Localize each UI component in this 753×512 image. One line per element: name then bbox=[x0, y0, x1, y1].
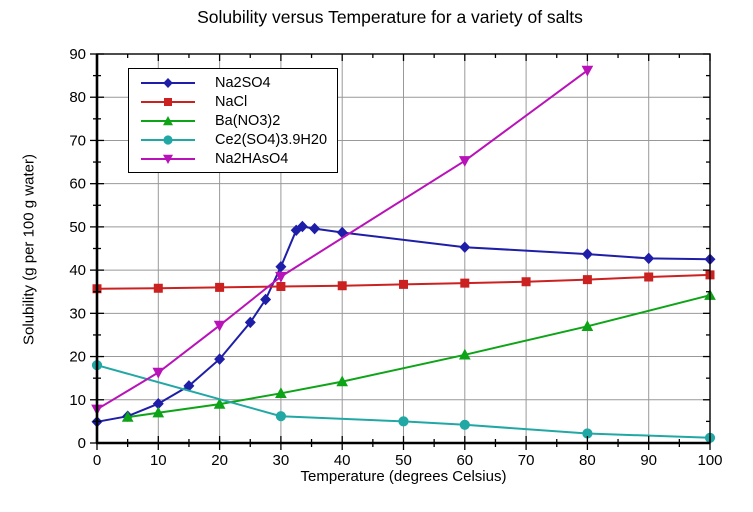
data-point-marker bbox=[459, 241, 471, 253]
gridlines bbox=[97, 54, 710, 443]
legend-item-na2so4: Na2SO4 bbox=[129, 73, 337, 92]
data-point-marker bbox=[336, 375, 349, 387]
y-tick-label: 60 bbox=[69, 176, 86, 193]
x-tick-label: 60 bbox=[456, 452, 473, 469]
x-tick-label: 20 bbox=[211, 452, 228, 469]
data-point-marker bbox=[152, 367, 165, 379]
data-series bbox=[91, 65, 716, 443]
data-point-marker bbox=[521, 277, 531, 287]
legend-box: Na2SO4 NaCl Ba(NO3)2 Ce2(SO4)3.9H20 Na2HAsO4 bbox=[128, 68, 338, 173]
legend-marker-sample bbox=[141, 134, 195, 145]
data-point-marker bbox=[213, 320, 226, 332]
legend-label: Na2SO4 bbox=[215, 74, 271, 91]
data-point-marker bbox=[459, 419, 470, 430]
chart-title: Solubility versus Temperature for a vari… bbox=[197, 7, 583, 27]
data-point-marker bbox=[458, 156, 471, 167]
y-tick-label: 40 bbox=[69, 262, 86, 279]
data-point-marker bbox=[460, 278, 470, 288]
series-line bbox=[127, 294, 711, 419]
data-point-marker bbox=[244, 316, 256, 329]
data-point-marker bbox=[275, 271, 287, 283]
y-tick-label: 20 bbox=[69, 349, 86, 366]
data-point-marker bbox=[643, 252, 655, 265]
data-point-marker bbox=[296, 220, 308, 233]
x-tick-label: 50 bbox=[395, 452, 412, 469]
legend-marker-sample bbox=[141, 154, 195, 164]
data-point-marker bbox=[399, 279, 408, 289]
series-bano32 bbox=[121, 289, 716, 422]
y-tick-label: 0 bbox=[78, 435, 86, 452]
series-nacl bbox=[92, 270, 715, 294]
data-point-marker bbox=[215, 282, 225, 292]
legend-item-nacl: NaCl bbox=[129, 92, 337, 111]
y-tick-label: 10 bbox=[69, 392, 86, 409]
data-point-marker bbox=[581, 248, 593, 260]
data-point-marker bbox=[276, 282, 286, 291]
legend-marker-sample bbox=[141, 115, 195, 125]
series-line bbox=[96, 225, 711, 423]
legend-label: Na2HAsO4 bbox=[215, 150, 289, 167]
legend-item-bano32: Ba(NO3)2 bbox=[129, 111, 337, 130]
legend-label: NaCl bbox=[215, 93, 248, 110]
y-tick-label: 30 bbox=[69, 305, 86, 322]
x-tick-label: 10 bbox=[150, 452, 167, 469]
y-tick-label: 70 bbox=[69, 132, 86, 149]
x-tick-label: 30 bbox=[273, 452, 290, 469]
data-point-marker bbox=[644, 272, 654, 282]
x-tick-label: 0 bbox=[93, 452, 101, 469]
data-point-marker bbox=[337, 281, 347, 291]
legend-marker-sample bbox=[141, 97, 195, 106]
data-point-marker bbox=[398, 416, 409, 427]
legend-item-ce2so439h20: Ce2(SO4)3.9H20 bbox=[129, 130, 337, 149]
legend-label: Ba(NO3)2 bbox=[215, 112, 281, 129]
series-line bbox=[96, 364, 711, 439]
data-point-marker bbox=[213, 398, 226, 409]
series-line bbox=[96, 69, 588, 411]
data-point-marker bbox=[458, 348, 471, 360]
data-point-marker bbox=[214, 353, 226, 365]
x-tick-label: 80 bbox=[579, 452, 596, 469]
x-tick-label: 90 bbox=[640, 452, 657, 469]
series-na2so4 bbox=[91, 220, 716, 428]
x-tick-label: 70 bbox=[518, 452, 535, 469]
x-tick-label: 40 bbox=[334, 452, 351, 469]
data-point-marker bbox=[582, 275, 592, 285]
data-point-marker bbox=[260, 293, 272, 306]
data-point-marker bbox=[152, 406, 165, 418]
data-point-marker bbox=[275, 260, 287, 273]
y-axis-label: Solubility (g per 100 g water) bbox=[20, 154, 38, 345]
data-point-marker bbox=[581, 320, 594, 331]
y-tick-label: 80 bbox=[69, 89, 86, 106]
x-axis-label: Temperature (degrees Celsius) bbox=[300, 468, 507, 485]
data-point-marker bbox=[309, 222, 321, 235]
data-point-marker bbox=[581, 65, 594, 77]
data-point-marker bbox=[275, 387, 287, 398]
y-tick-label: 90 bbox=[69, 46, 86, 63]
x-tick-label: 100 bbox=[697, 452, 722, 469]
legend-item-na2haso4: Na2HAsO4 bbox=[129, 149, 337, 168]
data-point-marker bbox=[153, 283, 163, 293]
y-tick-label: 50 bbox=[69, 219, 86, 236]
tick-labels: 0 10 20 30 40 50 60 70 80 90 100 0 10 20 30 40 50 60 70 80 9… bbox=[69, 46, 722, 469]
data-point-marker bbox=[275, 411, 286, 422]
axis-ticks bbox=[90, 53, 711, 450]
legend-label: Ce2(SO4)3.9H20 bbox=[215, 131, 328, 148]
data-point-marker bbox=[121, 411, 134, 422]
legend-marker-sample bbox=[141, 77, 195, 88]
